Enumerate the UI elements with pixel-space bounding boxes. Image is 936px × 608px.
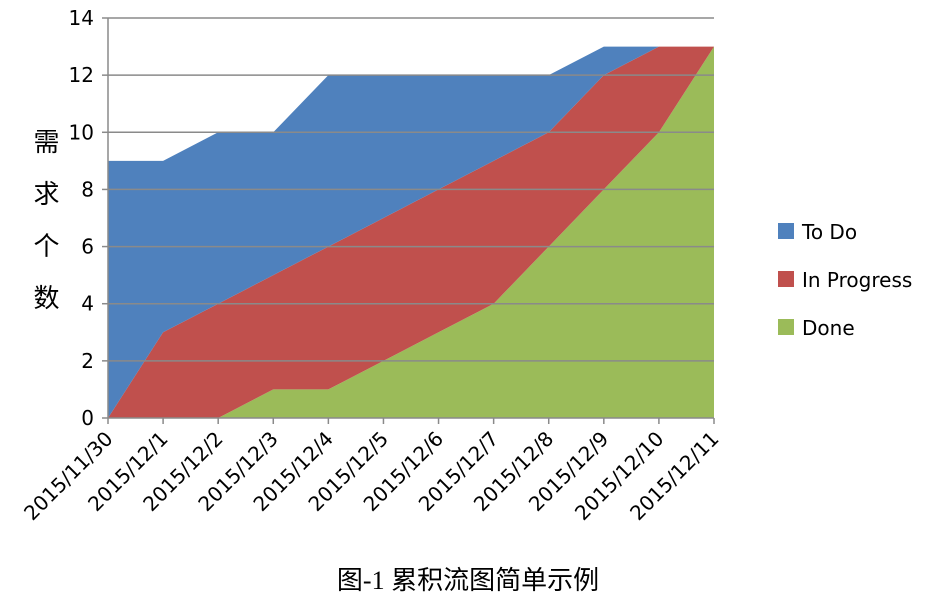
- y-tick-label: 0: [81, 406, 94, 430]
- area: [108, 46, 714, 418]
- legend-swatch: [778, 223, 794, 239]
- area: [108, 46, 714, 418]
- legend-swatch: [778, 271, 794, 287]
- y-tick-label: 6: [81, 235, 94, 259]
- y-tick-label: 4: [81, 292, 94, 316]
- y-tick-label: 14: [69, 6, 94, 30]
- y-tick-label: 10: [69, 120, 94, 144]
- y-tick-label: 12: [69, 63, 94, 87]
- legend-label: To Do: [801, 220, 857, 244]
- y-tick-label: 8: [81, 177, 94, 201]
- y-axis-label: 需求个数: [29, 128, 59, 336]
- legend-label: In Progress: [802, 268, 912, 292]
- y-tick-label: 2: [81, 349, 94, 373]
- legend-swatch: [778, 319, 794, 335]
- legend-label: Done: [802, 316, 855, 340]
- caption: 图-1 累积流图简单示例: [336, 566, 600, 595]
- area: [108, 46, 714, 418]
